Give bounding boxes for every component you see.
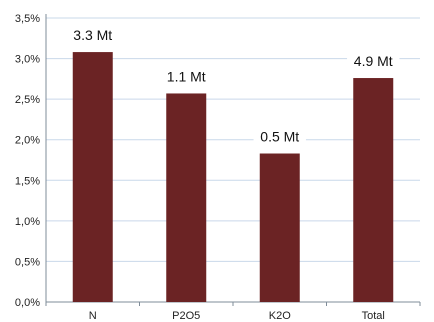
bar-n xyxy=(72,52,113,302)
data-label: 1.1 Mt xyxy=(167,68,206,84)
x-tick-label: Total xyxy=(362,310,385,322)
data-label: 3.3 Mt xyxy=(73,27,112,43)
bar-p2o5 xyxy=(166,93,207,302)
data-label-background xyxy=(347,53,400,71)
y-tick-label: 1,0% xyxy=(15,216,40,228)
data-label: 0.5 Mt xyxy=(260,129,299,145)
data-label-background xyxy=(66,27,119,45)
y-tick-label: 0,0% xyxy=(15,297,40,309)
y-tick-label: 0,5% xyxy=(15,256,40,268)
bar-total xyxy=(353,78,394,302)
y-tick-label: 3,5% xyxy=(15,13,40,25)
y-tick-label: 1,5% xyxy=(15,175,40,187)
data-label-background xyxy=(253,128,306,146)
data-label: 4.9 Mt xyxy=(354,53,393,69)
x-tick-label: P2O5 xyxy=(172,310,200,322)
y-tick-label: 2,0% xyxy=(15,135,40,147)
x-tick-label: K2O xyxy=(269,310,291,322)
bar-k2o xyxy=(259,153,300,302)
y-tick-label: 2,5% xyxy=(15,94,40,106)
x-tick-label: N xyxy=(89,310,97,322)
y-tick-label: 3,0% xyxy=(15,54,40,66)
data-label-background xyxy=(160,68,213,86)
